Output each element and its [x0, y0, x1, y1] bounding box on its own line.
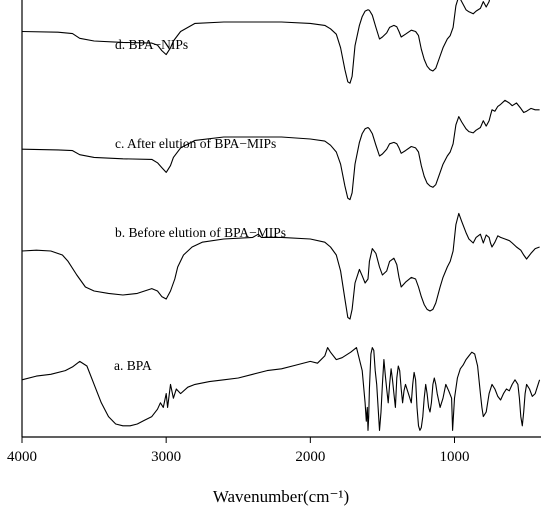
- series-label-3: b. Before elution of BPA−MIPs: [115, 225, 286, 240]
- x-tick-layer: 4000 3000 2000 1000: [7, 437, 470, 465]
- series-line-3: [21, 212, 540, 320]
- x-tick-label-3000: 3000: [151, 449, 181, 465]
- series-label-layer: d. BPA−NIPs c. After elution of BPA−MIPs b…: [114, 37, 286, 373]
- series-label-1: d. BPA−NIPs: [115, 37, 188, 52]
- series-label-4: a. BPA: [114, 358, 152, 373]
- series-layer: [21, 0, 541, 431]
- x-tick-label-1000: 1000: [440, 449, 470, 465]
- x-tick-label-2000: 2000: [295, 449, 325, 465]
- x-tick-label-4000: 4000: [7, 449, 37, 465]
- x-axis-title: Wavenumber(cm⁻¹): [213, 487, 349, 506]
- series-label-2: c. After elution of BPA−MIPs: [115, 136, 276, 151]
- series-line-2: [21, 99, 540, 201]
- series-line-4: [21, 347, 541, 431]
- axes-layer: [21, 0, 541, 438]
- series-line-1: [21, 0, 490, 84]
